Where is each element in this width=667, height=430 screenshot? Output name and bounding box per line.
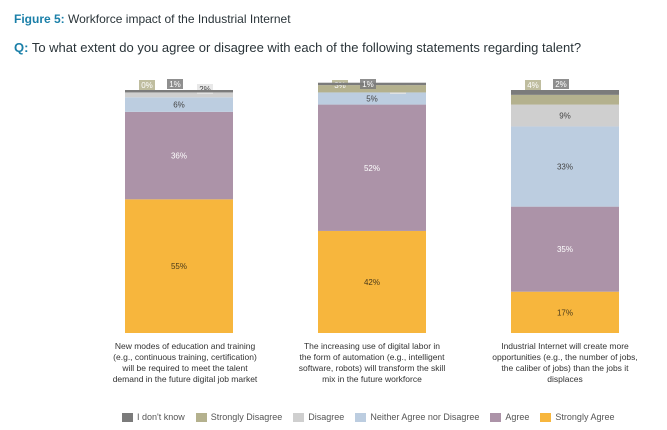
data-label-tag: [553, 79, 569, 89]
bar-segment: [511, 90, 619, 95]
legend-label: Strongly Agree: [555, 412, 615, 422]
data-label-tag: [139, 80, 155, 90]
data-label-tag: [525, 80, 541, 90]
data-label: 2%: [199, 85, 211, 94]
legend-label: Agree: [505, 412, 530, 422]
legend-item: Strongly Disagree: [195, 412, 283, 422]
legend-label: Strongly Disagree: [210, 412, 283, 422]
data-label: 1%: [169, 80, 181, 89]
data-label-tag: [167, 79, 183, 89]
bar-segment: [125, 199, 233, 333]
legend-swatch: [355, 412, 367, 422]
legend-label: Disagree: [308, 412, 345, 422]
data-label: 1%: [362, 80, 374, 89]
legend-item: Neither Agree nor Disagree: [355, 412, 479, 422]
category-caption-1: New modes of education and training (e.g…: [112, 341, 258, 384]
data-label: 36%: [171, 152, 187, 161]
bar-segment: [511, 94, 619, 105]
legend-swatch: [293, 412, 305, 422]
data-label: 3%: [334, 81, 346, 90]
legend-swatch: [490, 412, 502, 422]
bar-segment: [318, 104, 426, 231]
bar-segment: [125, 97, 233, 112]
bar-segment: [318, 230, 426, 333]
chart-legend: I don't know Strongly Disagree Disagree Nei…: [122, 410, 625, 424]
legend-item: Disagree: [293, 412, 344, 422]
bar-segment: [511, 206, 619, 292]
legend-swatch: [195, 412, 207, 422]
data-label: 33%: [557, 163, 573, 172]
category-caption-2: The increasing use of digital labor in t…: [298, 341, 446, 384]
bar-segment: [511, 104, 619, 127]
figure-title-lead: Figure 5:: [14, 12, 65, 26]
question-lead: Q:: [14, 40, 29, 55]
data-label: 2%: [555, 80, 567, 89]
bar-segment: [511, 126, 619, 207]
figure-title: Figure 5: Workforce impact of the Indust…: [14, 12, 291, 26]
bar-segment: [125, 111, 233, 200]
data-label: 0%: [141, 81, 153, 90]
data-label: 6%: [173, 101, 185, 110]
data-label: 4%: [527, 81, 539, 90]
legend-swatch: [540, 412, 552, 422]
data-label: 55%: [171, 262, 187, 271]
question-text: Q: To what extent do you agree or disagr…: [14, 40, 581, 55]
bar-segment: [511, 291, 619, 333]
figure-title-text: Workforce impact of the Industrial Inter…: [64, 12, 291, 26]
legend-item: Strongly Agree: [540, 412, 614, 422]
data-label: 5%: [366, 95, 378, 104]
legend-swatch: [122, 412, 133, 422]
question-body: To what extent do you agree or disagree …: [28, 40, 582, 55]
bar-segment: [125, 92, 233, 98]
legend-item: I don't know: [122, 412, 185, 422]
legend-label: I don't know: [137, 412, 185, 422]
data-label: 52%: [364, 164, 380, 173]
data-label-tag: [360, 79, 376, 89]
data-label: 17%: [557, 308, 573, 317]
bar-segment: [125, 90, 233, 93]
data-label: 42%: [364, 278, 380, 287]
legend-label: Neither Agree nor Disagree: [370, 412, 480, 422]
category-caption-3: Industrial Internet will create more opp…: [492, 341, 638, 384]
legend-item: Agree: [490, 412, 529, 422]
bar-segment: [318, 92, 426, 105]
data-label: 9%: [559, 112, 571, 121]
data-label: 35%: [557, 245, 573, 254]
data-label-tag: [197, 84, 213, 94]
